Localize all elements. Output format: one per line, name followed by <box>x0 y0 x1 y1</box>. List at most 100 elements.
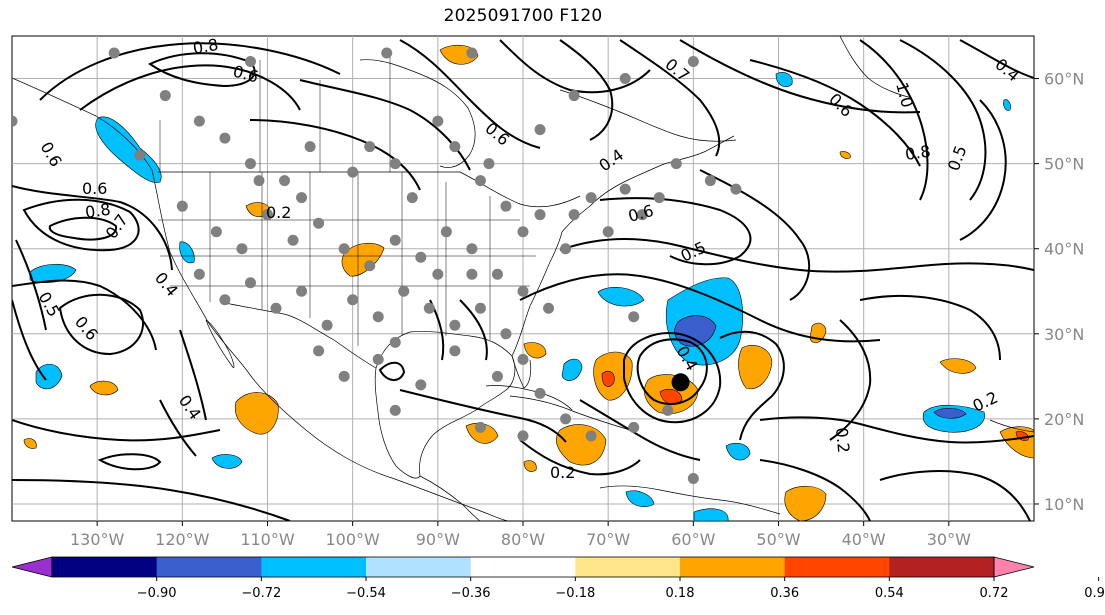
latitude-labels: 60°N 50°N 40°N 30°N 20°N 10°N <box>1034 70 1084 514</box>
longitude-label: 30°W <box>927 530 971 549</box>
anomaly-area-positive <box>234 392 279 435</box>
station-dot <box>389 158 401 170</box>
colorbar-tick-label: 0.18 <box>666 586 695 601</box>
longitude-label: 70°W <box>586 530 630 549</box>
coastline-south-america <box>599 485 781 515</box>
anomaly-area-positive <box>23 438 37 449</box>
colorbar-segment <box>52 557 158 577</box>
anomaly-area-positive <box>939 358 977 374</box>
station-dot <box>543 302 555 314</box>
anomaly-area-negative <box>725 442 751 461</box>
latitude-label: 60°N <box>1044 70 1084 89</box>
anomaly-area-negative <box>561 358 583 381</box>
station-dot <box>193 115 205 127</box>
station-dot <box>466 243 478 255</box>
coastlines-and-borders <box>12 36 1034 521</box>
anomaly-area-negative <box>693 508 729 521</box>
anomaly-area-positive <box>784 485 827 521</box>
station-dot <box>602 226 614 238</box>
longitude-label: 40°W <box>842 530 886 549</box>
station-dot <box>687 472 699 484</box>
coastline-florida <box>511 355 532 389</box>
coastline-caribbean <box>509 395 631 431</box>
station-dot <box>270 302 282 314</box>
station-dot <box>364 260 376 272</box>
station-dot <box>244 277 256 289</box>
colorbar: −0.90 −0.72 −0.54 −0.36 −0.18 0.18 0.36 0.54 0.7… <box>11 556 1105 601</box>
coastline-baja <box>205 319 235 368</box>
contour-label: 0.2 <box>550 463 575 482</box>
coastline-greenland <box>839 36 913 99</box>
station-dot <box>628 421 640 433</box>
us-mexico-border <box>219 301 377 369</box>
anomaly-area-positive <box>839 151 851 159</box>
longitude-label: 130°W <box>70 530 125 549</box>
colorbar-segment <box>784 557 890 577</box>
station-dot <box>517 226 529 238</box>
coastline-pacific <box>12 77 511 521</box>
colorbar-tick-label: −0.90 <box>137 586 177 601</box>
longitude-label: 60°W <box>671 530 715 549</box>
station-dot <box>108 47 120 59</box>
station-dot <box>491 370 503 382</box>
station-dot <box>687 56 699 68</box>
station-dot <box>389 336 401 348</box>
canada-provinces <box>159 56 391 172</box>
map-title: 2025091700 F120 <box>443 6 603 26</box>
station-dot <box>449 141 461 153</box>
station-dot <box>483 158 495 170</box>
longitude-label: 110°W <box>240 530 295 549</box>
station-dot <box>12 115 18 127</box>
station-dot <box>653 192 665 204</box>
station-dot <box>628 311 640 323</box>
station-dot <box>321 319 333 331</box>
station-dot <box>304 141 316 153</box>
station-dot <box>619 73 631 85</box>
station-dot <box>219 294 231 306</box>
coastline-hudson <box>359 59 476 168</box>
station-dot <box>253 175 265 187</box>
station-dot <box>406 192 418 204</box>
coastline-central-america <box>419 475 481 521</box>
colorbar-tick-label: 0.72 <box>980 586 1009 601</box>
latitude-label: 30°N <box>1044 325 1084 344</box>
anomaly-area-positive <box>523 460 537 472</box>
station-dot <box>364 141 376 153</box>
station-dot <box>440 226 452 238</box>
anomaly-area-negative-strong <box>933 408 967 419</box>
station-dot <box>262 209 273 221</box>
station-dot <box>381 47 393 59</box>
colorbar-segment <box>889 557 995 577</box>
colorbar-tick-label: −0.54 <box>346 586 386 601</box>
anomaly-area-negative <box>35 363 63 390</box>
latitude-label: 10°N <box>1044 495 1084 514</box>
station-dot <box>474 175 486 187</box>
station-dot <box>636 209 648 221</box>
station-dot <box>500 200 512 212</box>
longitude-label: 120°W <box>155 530 210 549</box>
station-dot <box>244 158 256 170</box>
colorbar-lower-extension <box>11 556 53 578</box>
station-dot <box>313 217 325 229</box>
colorbar-segment <box>575 557 681 577</box>
contour-label: 0.6 <box>82 179 107 198</box>
contour-label: 0.8 <box>904 142 932 164</box>
colorbar-tick-label: −0.72 <box>241 586 281 601</box>
station-dot <box>730 183 742 195</box>
anomaly-area-negative <box>211 454 243 469</box>
colorbar-tick-label: −0.36 <box>451 586 491 601</box>
contour-lines <box>12 39 1034 521</box>
station-dot <box>296 192 308 204</box>
station-dot <box>670 158 682 170</box>
latitude-label: 40°N <box>1044 240 1084 259</box>
shaded-anomaly-areas <box>23 44 1034 521</box>
station-dot <box>338 370 350 382</box>
longitude-labels: 130°W 120°W 110°W 100°W 90°W 80°W 70°W 60°W 50°W… <box>70 521 971 549</box>
longitude-label: 50°W <box>756 530 800 549</box>
station-dot <box>389 234 401 246</box>
colorbar-tick-label: 0.36 <box>770 586 799 601</box>
us-canada-border <box>158 171 581 208</box>
anomaly-area-positive <box>738 345 773 390</box>
station-dot <box>517 353 529 365</box>
